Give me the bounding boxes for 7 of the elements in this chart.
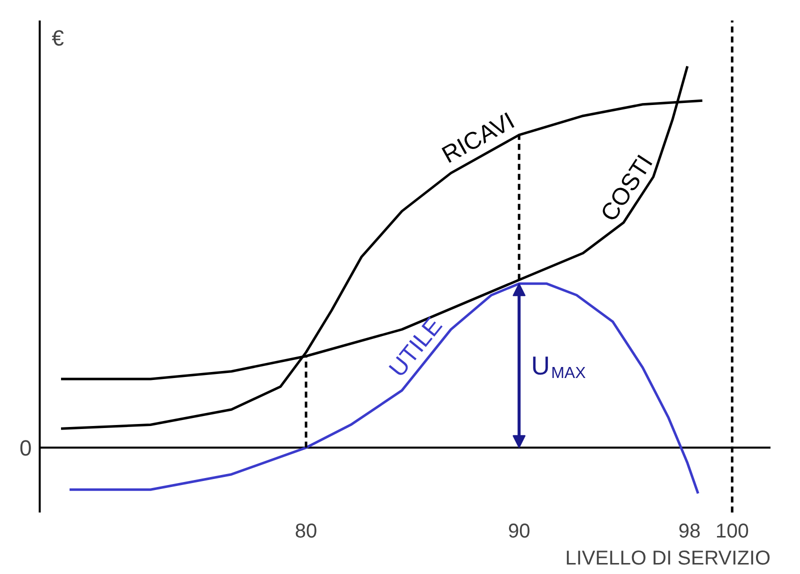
x-axis-title: LIVELLO DI SERVIZIO — [565, 548, 770, 570]
x-tick-label: 80 — [294, 520, 318, 542]
y-axis-title: € — [52, 26, 64, 50]
x-tick-label: 98 — [678, 520, 701, 542]
x-tick-label: 90 — [508, 520, 530, 542]
text: 0 — [19, 436, 32, 461]
x-tick-label: 100 — [715, 520, 749, 542]
